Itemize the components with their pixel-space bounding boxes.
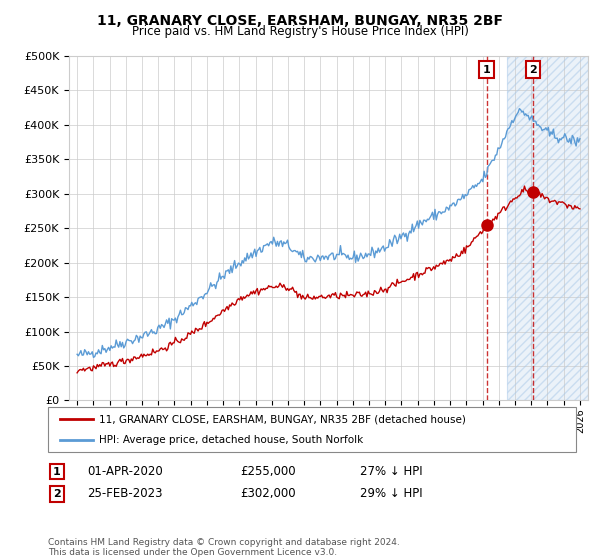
Text: 25-FEB-2023: 25-FEB-2023	[87, 487, 163, 501]
Text: 27% ↓ HPI: 27% ↓ HPI	[360, 465, 422, 478]
Text: £302,000: £302,000	[240, 487, 296, 501]
Text: 11, GRANARY CLOSE, EARSHAM, BUNGAY, NR35 2BF (detached house): 11, GRANARY CLOSE, EARSHAM, BUNGAY, NR35…	[99, 414, 466, 424]
Text: 29% ↓ HPI: 29% ↓ HPI	[360, 487, 422, 501]
Text: 11, GRANARY CLOSE, EARSHAM, BUNGAY, NR35 2BF: 11, GRANARY CLOSE, EARSHAM, BUNGAY, NR35…	[97, 14, 503, 28]
Text: 01-APR-2020: 01-APR-2020	[87, 465, 163, 478]
Text: 2: 2	[529, 65, 537, 75]
Bar	[507, 56, 588, 400]
Text: £255,000: £255,000	[240, 465, 296, 478]
Text: 2: 2	[53, 489, 61, 499]
Text: Price paid vs. HM Land Registry's House Price Index (HPI): Price paid vs. HM Land Registry's House …	[131, 25, 469, 38]
Text: 1: 1	[53, 466, 61, 477]
Text: HPI: Average price, detached house, South Norfolk: HPI: Average price, detached house, Sout…	[99, 435, 363, 445]
Text: Contains HM Land Registry data © Crown copyright and database right 2024.
This d: Contains HM Land Registry data © Crown c…	[48, 538, 400, 557]
Text: 1: 1	[483, 65, 491, 75]
